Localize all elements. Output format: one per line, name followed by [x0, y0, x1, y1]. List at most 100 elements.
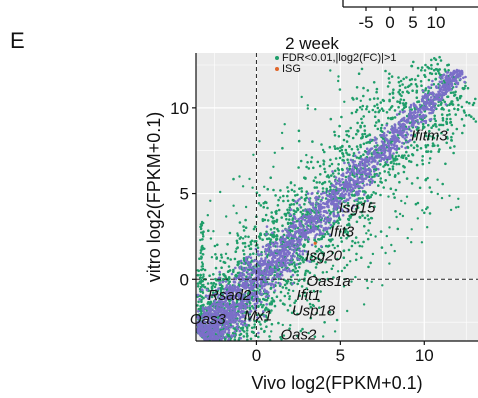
nonsig-point: [307, 238, 311, 241]
sig-point: [396, 227, 400, 231]
nonsig-point: [256, 253, 260, 256]
sig-point: [313, 335, 317, 339]
nonsig-point: [257, 331, 260, 335]
sig-point: [427, 123, 430, 127]
sig-point: [320, 237, 324, 241]
sig-point: [200, 298, 203, 301]
sig-point: [428, 212, 432, 215]
nonsig-point: [403, 123, 406, 127]
nonsig-point: [218, 270, 221, 274]
nonsig-point: [267, 245, 271, 248]
nonsig-point: [421, 105, 425, 109]
sig-point: [386, 85, 390, 88]
sig-point: [238, 175, 241, 178]
nonsig-point: [362, 177, 365, 181]
nonsig-point: [270, 242, 274, 245]
sig-point: [303, 198, 307, 201]
sig-point: [440, 113, 444, 116]
sig-point: [325, 230, 329, 234]
sig-point: [299, 262, 302, 265]
sig-point: [199, 274, 202, 277]
sig-point: [200, 227, 203, 230]
nonsig-point: [353, 172, 356, 175]
sig-point: [359, 125, 362, 129]
sig-point: [259, 303, 263, 306]
sig-point: [433, 114, 437, 118]
sig-point: [421, 162, 425, 166]
nonsig-point: [373, 136, 377, 139]
sig-point: [280, 131, 284, 135]
sig-point: [366, 134, 369, 138]
nonsig-point: [280, 238, 283, 241]
sig-point: [238, 333, 242, 337]
sig-point: [236, 263, 239, 266]
sig-point: [352, 152, 356, 155]
sig-point: [334, 147, 337, 150]
nonsig-point: [301, 218, 304, 221]
nonsig-point: [379, 145, 382, 148]
sig-point: [368, 141, 372, 144]
nonsig-point: [290, 244, 294, 248]
nonsig-point: [363, 161, 367, 164]
sig-point: [291, 218, 294, 222]
nonsig-point: [307, 197, 311, 201]
sig-point: [259, 204, 263, 207]
sig-point: [437, 72, 441, 75]
sig-point: [445, 141, 449, 145]
nonsig-point: [375, 155, 378, 158]
sig-point: [295, 220, 299, 223]
sig-point: [275, 212, 278, 215]
sig-point: [426, 226, 429, 229]
sig-point: [200, 295, 203, 299]
sig-point: [367, 218, 370, 221]
sig-point: [388, 92, 392, 96]
sig-point: [374, 235, 377, 238]
sig-point: [201, 265, 204, 268]
sig-point: [269, 233, 273, 236]
sig-point: [407, 154, 410, 157]
nonsig-point: [300, 233, 303, 237]
nonsig-point: [212, 306, 216, 309]
sig-point: [315, 311, 318, 315]
sig-point: [217, 279, 220, 282]
sig-point: [370, 217, 374, 220]
sig-point: [207, 229, 210, 232]
nonsig-point: [332, 214, 336, 217]
nonsig-point: [248, 266, 252, 270]
nonsig-point: [223, 328, 227, 332]
nonsig-point: [225, 311, 229, 315]
nonsig-point: [231, 310, 235, 314]
sig-point: [394, 174, 397, 177]
sig-point: [397, 162, 401, 166]
sig-point: [443, 100, 447, 104]
sig-point: [196, 304, 199, 307]
sig-point: [250, 330, 254, 334]
sig-point: [410, 82, 413, 86]
nonsig-point: [382, 143, 385, 147]
sig-point: [226, 256, 230, 260]
sig-point: [437, 128, 441, 131]
sig-point: [293, 184, 296, 187]
sig-point: [242, 256, 246, 260]
sig-point: [269, 238, 273, 241]
sig-point: [321, 271, 325, 274]
nonsig-point: [262, 269, 265, 273]
sig-point: [401, 214, 405, 218]
sig-point: [441, 182, 445, 186]
nonsig-point: [284, 237, 288, 241]
sig-point: [325, 270, 328, 274]
sig-point: [329, 188, 332, 191]
nonsig-point: [223, 331, 227, 334]
sig-point: [333, 246, 336, 250]
nonsig-point: [205, 333, 209, 337]
sig-point: [243, 241, 247, 245]
sig-point: [286, 292, 290, 295]
nonsig-point: [438, 88, 442, 91]
nonsig-point: [450, 82, 454, 86]
nonsig-point: [356, 170, 359, 173]
sig-point: [420, 84, 423, 87]
nonsig-point: [273, 289, 277, 292]
sig-point: [449, 208, 453, 212]
nonsig-point: [297, 236, 301, 239]
sig-point: [248, 247, 252, 251]
